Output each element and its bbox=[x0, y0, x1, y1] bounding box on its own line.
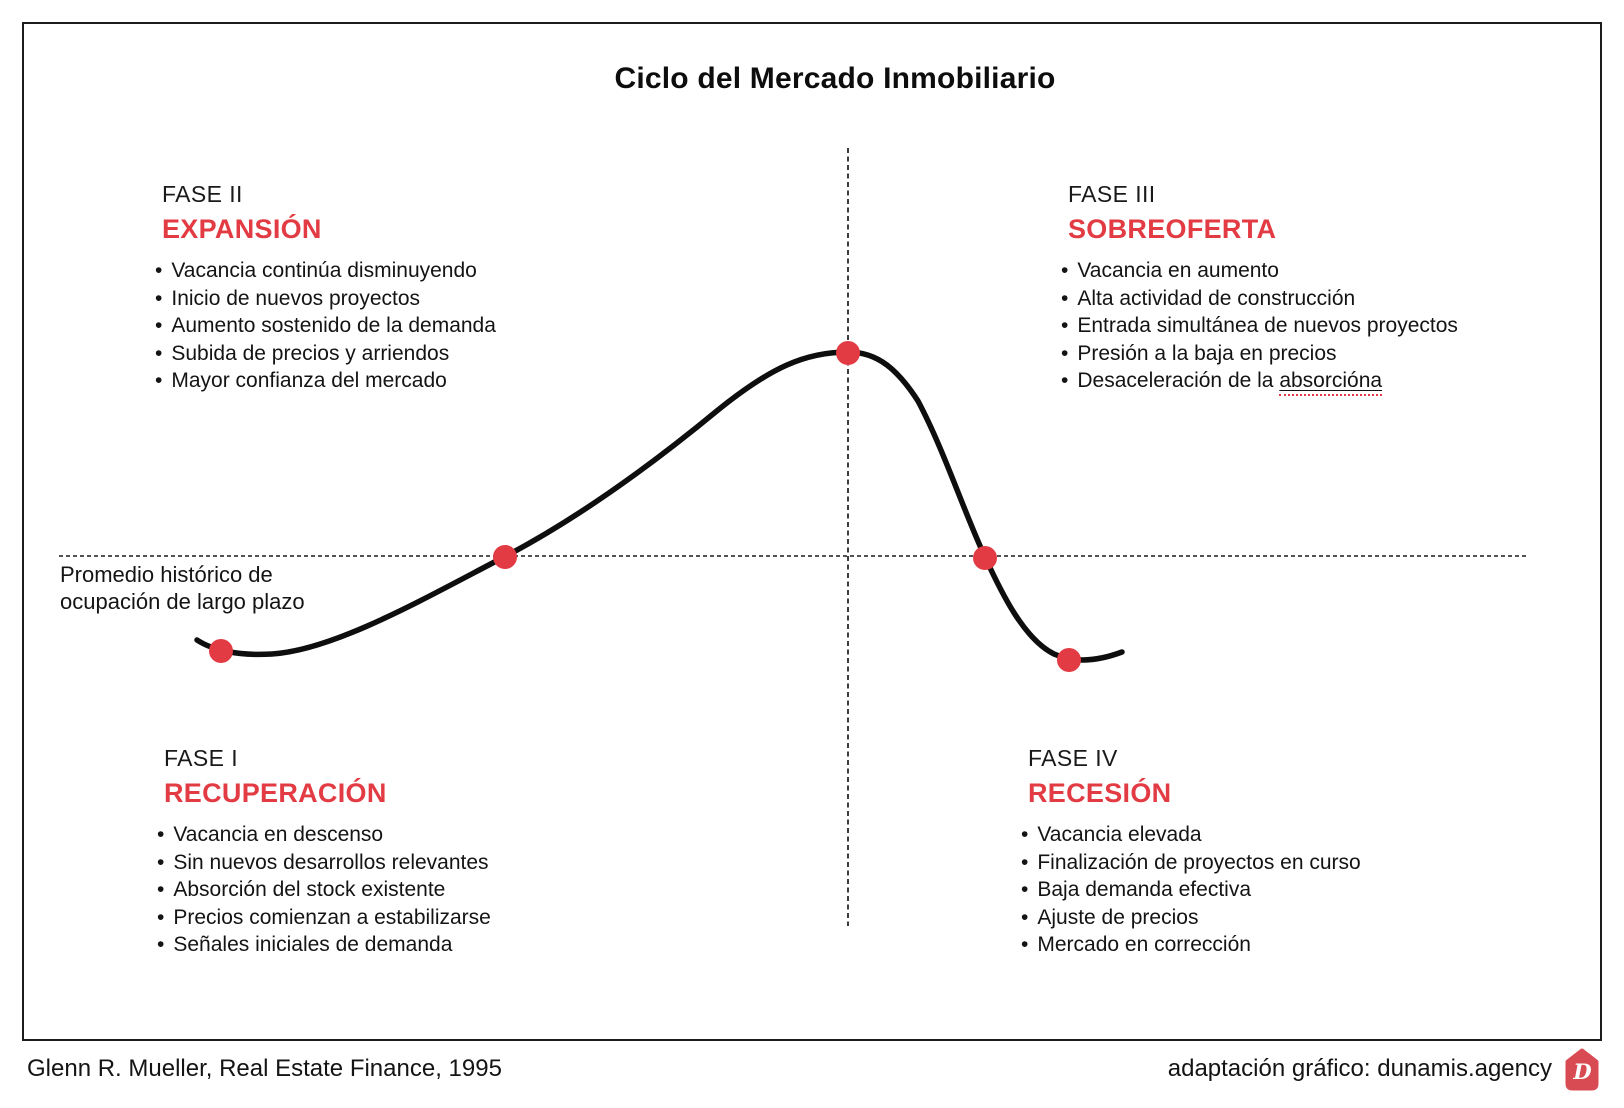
bullet-item: Desaceleración de la absorcióna bbox=[1061, 367, 1458, 396]
misspelled-word: absorcióna bbox=[1279, 369, 1383, 396]
adaptation-credit: adaptación gráfico: dunamis.agency bbox=[1167, 1055, 1552, 1082]
cycle-marker-dot bbox=[973, 546, 997, 570]
phase-name-recuperacion: RECUPERACIÓN bbox=[164, 778, 387, 808]
cycle-phase-dots bbox=[209, 341, 1081, 672]
bullet-item: Finalización de proyectos en curso bbox=[1021, 849, 1360, 877]
bullet-item: Entrada simultánea de nuevos proyectos bbox=[1061, 312, 1458, 340]
phase-block-recesion: FASE IV RECESIÓN Vacancia elevadaFinaliz… bbox=[1028, 744, 1361, 959]
bullet-item: Señales iniciales de demanda bbox=[157, 931, 491, 959]
phase-name-expansion: EXPANSIÓN bbox=[162, 214, 322, 244]
cycle-marker-dot bbox=[209, 639, 233, 663]
phase-name-recesion: RECESIÓN bbox=[1028, 778, 1172, 808]
bullet-item: Absorción del stock existente bbox=[157, 876, 491, 904]
historic-average-label-line2: ocupación de largo plazo bbox=[60, 589, 305, 614]
bullet-item: Alta actividad de construcción bbox=[1061, 285, 1458, 313]
bullet-item: Presión a la baja en precios bbox=[1061, 340, 1458, 368]
logo-letter: D bbox=[1572, 1059, 1592, 1084]
bullet-item: Precios comienzan a estabilizarse bbox=[157, 904, 490, 932]
phase-block-recuperacion: FASE I RECUPERACIÓN Vacancia en descenso… bbox=[164, 744, 491, 959]
bullet-item: Vacancia en descenso bbox=[157, 821, 491, 849]
phase-block-sobreoferta: FASE III SOBREOFERTA Vacancia en aumento… bbox=[1068, 180, 1458, 396]
phase-label-fase-ii: FASE II bbox=[162, 181, 243, 207]
bullet-item: Baja demanda efectiva bbox=[1021, 876, 1361, 904]
phase-block-expansion: FASE II EXPANSIÓN Vacancia continúa dism… bbox=[162, 180, 496, 395]
bullet-text: Desaceleración de la bbox=[1077, 369, 1280, 392]
phase-bullets-recesion: Vacancia elevadaFinalización de proyecto… bbox=[1021, 821, 1361, 959]
phase-bullets-sobreoferta: Vacancia en aumentoAlta actividad de con… bbox=[1061, 257, 1458, 396]
phase-name-sobreoferta: SOBREOFERTA bbox=[1068, 214, 1277, 244]
bullet-item: Aumento sostenido de la demanda bbox=[155, 312, 496, 340]
logo-house-shape bbox=[1565, 1048, 1599, 1091]
historic-average-label: Promedio histórico de ocupación de largo… bbox=[60, 561, 305, 615]
bullet-item: Sin nuevos desarrollos relevantes bbox=[157, 849, 491, 877]
dunamis-house-logo-icon: D bbox=[1565, 1048, 1599, 1091]
diagram-title: Ciclo del Mercado Inmobiliario bbox=[614, 62, 1056, 95]
phase-label-fase-iii: FASE III bbox=[1068, 181, 1156, 207]
cycle-marker-dot bbox=[836, 341, 860, 365]
bullet-item: Mercado en corrección bbox=[1021, 931, 1361, 959]
phase-bullets-recuperacion: Vacancia en descensoSin nuevos desarroll… bbox=[157, 821, 491, 959]
cycle-marker-dot bbox=[493, 545, 517, 569]
phase-label-fase-iv: FASE IV bbox=[1028, 745, 1118, 771]
cycle-marker-dot bbox=[1057, 648, 1081, 672]
occupancy-cycle-curve bbox=[194, 349, 1125, 663]
historic-average-label-line1: Promedio histórico de bbox=[60, 562, 273, 587]
phase-label-fase-i: FASE I bbox=[164, 745, 238, 771]
phase-bullets-expansion: Vacancia continúa disminuyendoInicio de … bbox=[155, 257, 496, 395]
bullet-item: Subida de precios y arriendos bbox=[155, 340, 496, 368]
bullet-item: Ajuste de precios bbox=[1021, 904, 1361, 932]
bullet-item: Inicio de nuevos proyectos bbox=[155, 285, 496, 313]
bullet-item: Vacancia en aumento bbox=[1061, 257, 1458, 285]
bullet-item: Mayor confianza del mercado bbox=[155, 367, 496, 395]
bullet-item: Vacancia elevada bbox=[1021, 821, 1361, 849]
bullet-item: Vacancia continúa disminuyendo bbox=[155, 257, 496, 285]
source-citation: Glenn R. Mueller, Real Estate Finance, 1… bbox=[27, 1055, 502, 1082]
